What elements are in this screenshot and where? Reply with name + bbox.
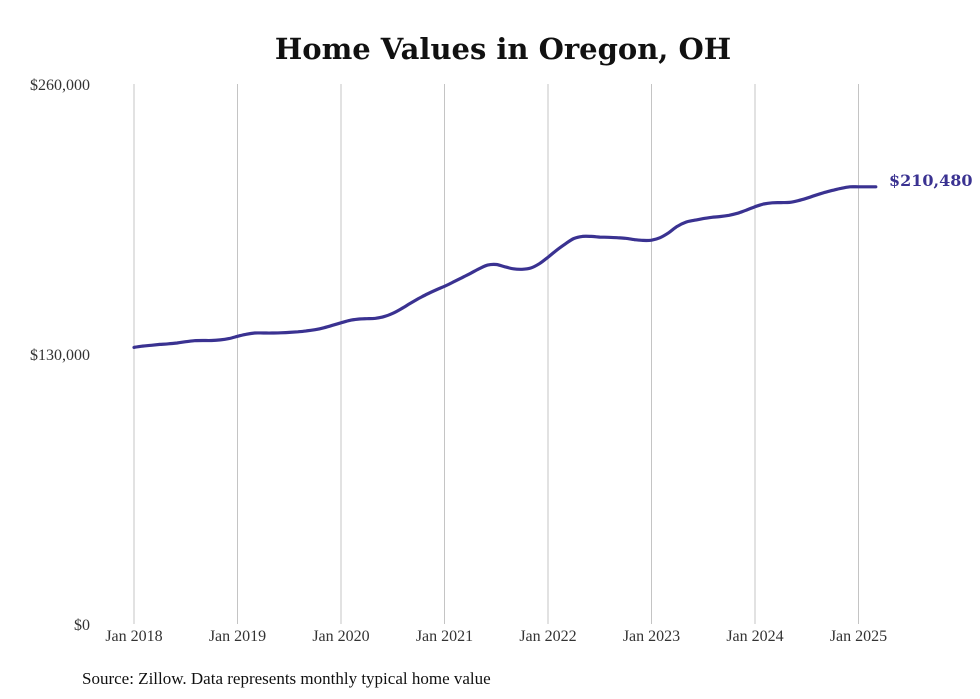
y-tick-label: $0 <box>74 617 90 634</box>
y-tick-label: $130,000 <box>30 347 90 364</box>
x-tick-label: Jan 2024 <box>726 628 783 645</box>
home-value-line <box>132 185 878 349</box>
x-tick-label: Jan 2025 <box>830 628 887 645</box>
x-tick-label: Jan 2023 <box>623 628 680 645</box>
y-axis-tick-labels: $0 $130,000 $260,000 <box>30 77 90 634</box>
x-tick-label: Jan 2020 <box>312 628 369 645</box>
chart-title: Home Values in Oregon, OH <box>275 32 731 66</box>
x-axis-tick-labels: Jan 2018 Jan 2019 Jan 2020 Jan 2021 Jan 2022… <box>105 628 887 645</box>
end-value-label: $210,480 <box>889 171 973 190</box>
gridlines <box>133 84 859 624</box>
x-tick-label: Jan 2021 <box>416 628 473 645</box>
x-tick-label: Jan 2018 <box>105 628 162 645</box>
x-tick-label: Jan 2019 <box>209 628 266 645</box>
x-tick-label: Jan 2022 <box>519 628 576 645</box>
source-note: Source: Zillow. Data represents monthly … <box>82 669 491 688</box>
y-tick-label: $260,000 <box>30 77 90 94</box>
